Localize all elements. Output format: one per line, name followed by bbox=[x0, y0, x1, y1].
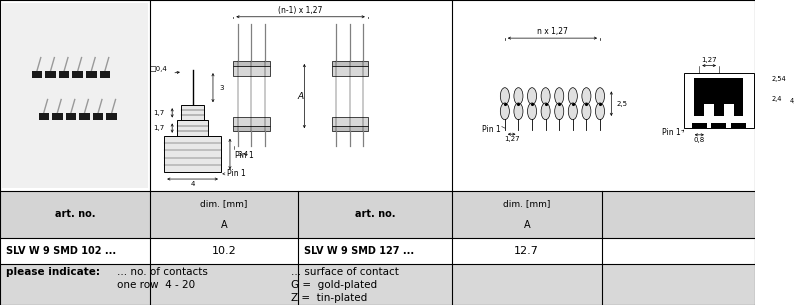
Text: 2,5: 2,5 bbox=[617, 101, 627, 107]
Text: Pin 1: Pin 1 bbox=[661, 128, 680, 137]
Bar bbox=[695, 78, 704, 116]
Ellipse shape bbox=[582, 103, 591, 120]
Text: ... surface of contact: ... surface of contact bbox=[291, 267, 399, 277]
Text: G =  gold-plated: G = gold-plated bbox=[291, 280, 377, 290]
Text: 1,27: 1,27 bbox=[701, 57, 717, 63]
Bar bbox=[0, 191, 755, 238]
Ellipse shape bbox=[514, 88, 523, 104]
Bar bbox=[178, 120, 208, 136]
Text: 1,27: 1,27 bbox=[504, 136, 519, 142]
Ellipse shape bbox=[527, 88, 537, 104]
Text: 12.7: 12.7 bbox=[515, 246, 539, 256]
Bar bbox=[0, 238, 755, 264]
Bar bbox=[164, 136, 221, 172]
Text: ... no. of contacts: ... no. of contacts bbox=[117, 267, 208, 277]
Bar bbox=[106, 113, 117, 120]
Ellipse shape bbox=[500, 88, 510, 104]
Text: 1,7: 1,7 bbox=[153, 125, 164, 131]
Ellipse shape bbox=[541, 103, 550, 120]
Text: 2,54: 2,54 bbox=[772, 76, 787, 82]
Bar bbox=[233, 117, 270, 126]
Text: 3: 3 bbox=[219, 85, 223, 91]
Text: 4: 4 bbox=[191, 181, 195, 188]
Text: dim. [mm]: dim. [mm] bbox=[200, 199, 248, 208]
Bar bbox=[332, 126, 368, 131]
Bar bbox=[724, 78, 734, 104]
Text: 1,7: 1,7 bbox=[153, 110, 164, 116]
Ellipse shape bbox=[569, 88, 577, 104]
Bar bbox=[233, 126, 270, 131]
Bar bbox=[59, 71, 70, 78]
Ellipse shape bbox=[514, 103, 523, 120]
Ellipse shape bbox=[555, 103, 564, 120]
Text: A: A bbox=[221, 220, 227, 230]
Text: 0,8: 0,8 bbox=[694, 137, 705, 143]
Text: A: A bbox=[298, 92, 303, 101]
Bar bbox=[52, 113, 63, 120]
Text: SLV W 9 SMD 102 ...: SLV W 9 SMD 102 ... bbox=[6, 246, 116, 256]
Text: 10.2: 10.2 bbox=[211, 246, 237, 256]
Bar bbox=[692, 123, 707, 128]
Bar bbox=[233, 61, 270, 66]
Bar bbox=[704, 78, 714, 104]
Bar bbox=[233, 66, 270, 76]
Text: Pin 1: Pin 1 bbox=[227, 169, 245, 178]
Text: art. no.: art. no. bbox=[55, 209, 95, 219]
Bar bbox=[72, 71, 83, 78]
Text: please indicate:: please indicate: bbox=[6, 267, 100, 277]
Ellipse shape bbox=[555, 88, 564, 104]
Ellipse shape bbox=[569, 103, 577, 120]
Bar bbox=[79, 113, 90, 120]
Bar bbox=[684, 73, 754, 128]
Text: □0,4: □0,4 bbox=[150, 66, 168, 72]
Bar bbox=[2, 3, 148, 188]
Ellipse shape bbox=[596, 88, 604, 104]
Text: one row  4 - 20: one row 4 - 20 bbox=[117, 280, 195, 290]
Text: 3,4: 3,4 bbox=[237, 151, 249, 157]
Text: dim. [mm]: dim. [mm] bbox=[503, 199, 550, 208]
Text: Pin 1: Pin 1 bbox=[235, 151, 253, 160]
Bar bbox=[332, 61, 368, 66]
Bar bbox=[734, 78, 743, 116]
Bar bbox=[181, 105, 204, 120]
Text: SLV W 9 SMD 127 ...: SLV W 9 SMD 127 ... bbox=[304, 246, 414, 256]
Text: Z =  tin-plated: Z = tin-plated bbox=[291, 292, 367, 303]
Text: art. no.: art. no. bbox=[355, 209, 395, 219]
Text: 2,4: 2,4 bbox=[772, 96, 782, 102]
Bar bbox=[0, 0, 755, 191]
Bar bbox=[32, 71, 42, 78]
Bar bbox=[100, 71, 110, 78]
Ellipse shape bbox=[500, 103, 510, 120]
Text: A: A bbox=[523, 220, 530, 230]
Bar bbox=[45, 71, 56, 78]
Bar bbox=[93, 113, 103, 120]
Bar bbox=[66, 113, 76, 120]
Ellipse shape bbox=[527, 103, 537, 120]
Text: n x 1,27: n x 1,27 bbox=[537, 27, 568, 36]
Ellipse shape bbox=[541, 88, 550, 104]
Ellipse shape bbox=[582, 88, 591, 104]
Bar bbox=[86, 71, 97, 78]
Bar bbox=[711, 123, 727, 128]
Bar bbox=[332, 66, 368, 76]
Ellipse shape bbox=[596, 103, 604, 120]
Bar bbox=[714, 78, 724, 116]
Bar bbox=[39, 113, 49, 120]
Text: (n-1) x 1,27: (n-1) x 1,27 bbox=[279, 5, 322, 15]
Text: 4,6: 4,6 bbox=[790, 98, 794, 104]
Bar bbox=[0, 264, 755, 305]
Text: Pin 1: Pin 1 bbox=[482, 125, 501, 134]
Bar bbox=[731, 123, 746, 128]
Bar bbox=[332, 117, 368, 126]
